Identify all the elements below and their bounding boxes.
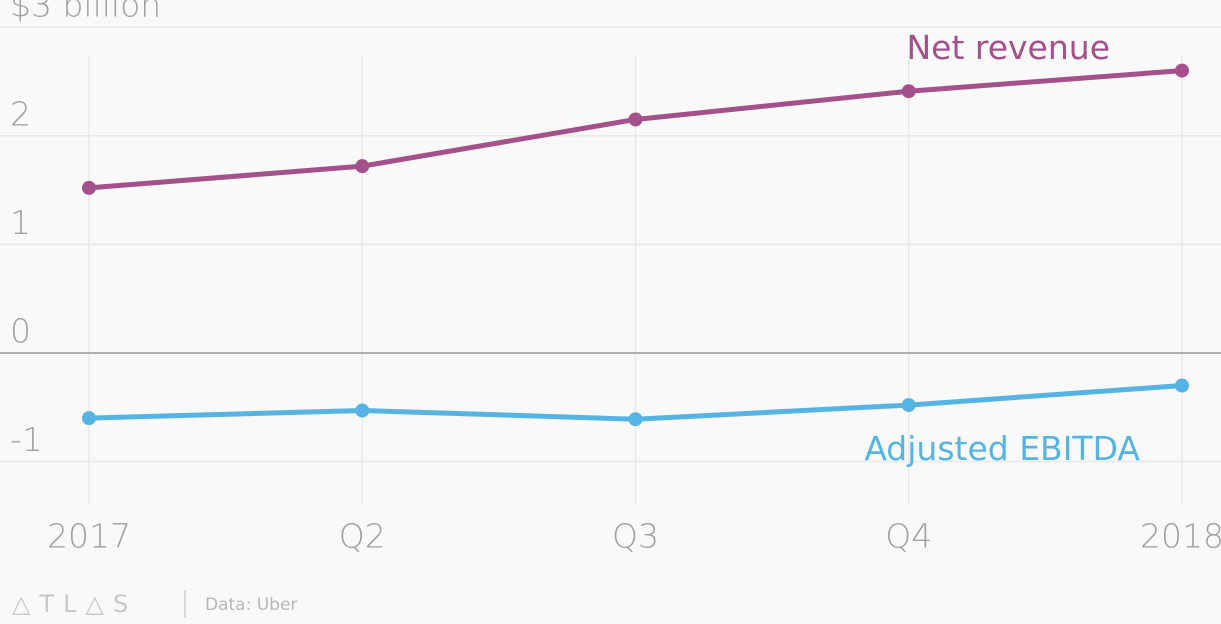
series-label: Adjusted EBITDA [864, 429, 1140, 468]
point [1175, 378, 1189, 393]
point [1175, 63, 1189, 78]
point [82, 411, 96, 426]
point [82, 180, 96, 195]
series-label: Net revenue [906, 28, 1110, 67]
x-tick-label: 2017 [47, 517, 131, 556]
point [901, 398, 916, 413]
y-tick-label: $3 billion [10, 0, 161, 25]
logo: △TL△S [12, 590, 137, 618]
point [355, 159, 370, 174]
x-tick-label: Q2 [339, 517, 386, 556]
x-tick-label: Q3 [612, 517, 659, 556]
point [355, 403, 370, 418]
point [628, 412, 643, 427]
y-tick-label: 0 [10, 311, 31, 350]
x-tick-label: Q4 [885, 517, 932, 556]
source: Data: Uber [205, 595, 297, 615]
y-tick-label: 1 [10, 203, 31, 242]
y-tick-label: 2 [10, 94, 31, 133]
x-tick-label: 2018 [1140, 517, 1221, 556]
y-tick-label: -1 [10, 420, 43, 459]
point [628, 112, 643, 127]
point [901, 84, 916, 99]
